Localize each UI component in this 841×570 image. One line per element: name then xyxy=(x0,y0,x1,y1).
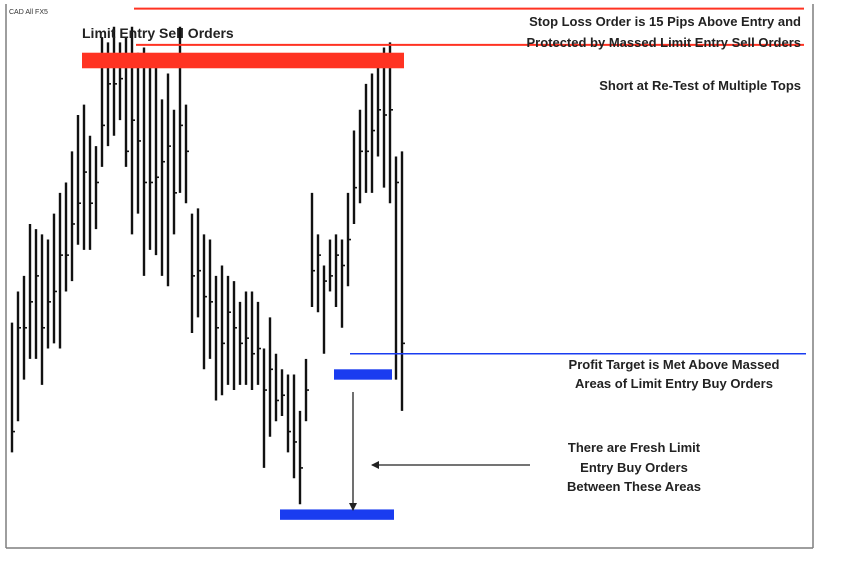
price-bar xyxy=(358,109,363,204)
price-bar xyxy=(190,213,195,333)
price-bar xyxy=(286,374,291,453)
price-bar xyxy=(172,109,177,235)
price-bar xyxy=(94,146,99,230)
price-bar xyxy=(154,57,159,256)
short-label: Short at Re-Test of Multiple Tops xyxy=(599,78,801,93)
price-bar xyxy=(202,234,207,370)
price-bar xyxy=(34,229,39,359)
price-bar xyxy=(274,353,279,422)
price-bar xyxy=(310,192,315,308)
fresh-orders-label-line-3: Between These Areas xyxy=(567,479,701,494)
price-bar xyxy=(292,374,297,479)
price-bar xyxy=(88,135,93,250)
price-bar xyxy=(136,52,141,214)
price-bar xyxy=(214,275,219,401)
price-bar xyxy=(208,239,213,359)
price-bars xyxy=(10,26,405,505)
price-bar xyxy=(268,317,273,437)
price-bar xyxy=(196,208,201,318)
price-bar xyxy=(352,130,357,224)
price-bar xyxy=(346,192,351,287)
profit-label-line-1: Profit Target is Met Above Massed xyxy=(569,357,780,372)
price-bar xyxy=(322,265,327,354)
price-bar xyxy=(220,265,225,396)
price-bar xyxy=(76,114,81,245)
price-bar xyxy=(262,348,267,468)
price-bar xyxy=(334,234,339,308)
fresh-orders-label-line-2: Entry Buy Orders xyxy=(580,460,688,475)
price-bar xyxy=(370,73,375,193)
price-bar xyxy=(256,301,261,385)
price-bar xyxy=(58,192,63,349)
price-bar xyxy=(148,57,153,250)
price-bar xyxy=(64,182,69,292)
price-bar xyxy=(166,73,171,287)
price-bar xyxy=(16,291,21,422)
price-bar xyxy=(244,291,249,385)
price-bar xyxy=(178,26,183,193)
price-bar xyxy=(226,275,231,385)
profit-label-line-2: Areas of Limit Entry Buy Orders xyxy=(575,376,773,391)
price-bar xyxy=(394,156,399,380)
price-bar xyxy=(70,151,75,282)
price-bar xyxy=(10,322,15,453)
price-bar xyxy=(340,239,345,328)
symbol-label: CAD All FX5 xyxy=(9,9,48,16)
price-bar xyxy=(40,234,45,385)
price-bar xyxy=(184,104,189,204)
price-bar xyxy=(28,223,33,359)
stop-loss-label-line-1: Stop Loss Order is 15 Pips Above Entry a… xyxy=(529,14,801,29)
price-bar xyxy=(280,369,285,417)
price-bar xyxy=(316,234,321,313)
price-bar xyxy=(52,213,57,344)
buy-orders-zone-lower xyxy=(280,509,394,520)
sell-zone-label: Limit Entry Sell Orders xyxy=(82,25,234,41)
price-bar xyxy=(232,281,237,391)
price-bar xyxy=(400,151,405,411)
price-bar xyxy=(160,99,165,276)
price-bar xyxy=(82,104,87,250)
price-bar xyxy=(376,63,381,157)
price-bar xyxy=(112,26,117,136)
price-bar xyxy=(250,291,255,391)
price-bar xyxy=(388,42,393,204)
price-bar xyxy=(142,47,147,276)
price-bar xyxy=(46,239,51,349)
stop-loss-label-line-2: Protected by Massed Limit Entry Sell Ord… xyxy=(526,35,801,50)
price-bar xyxy=(364,83,369,193)
price-bar xyxy=(304,358,309,422)
sell-orders-zone xyxy=(82,52,404,69)
buy-orders-zone-upper xyxy=(334,369,392,380)
fresh-orders-label-line-1: There are Fresh Limit xyxy=(568,440,701,455)
price-bar xyxy=(298,410,303,505)
price-bar xyxy=(328,239,333,292)
price-bar xyxy=(382,47,387,188)
price-bar xyxy=(238,301,243,385)
price-bar xyxy=(22,275,27,380)
